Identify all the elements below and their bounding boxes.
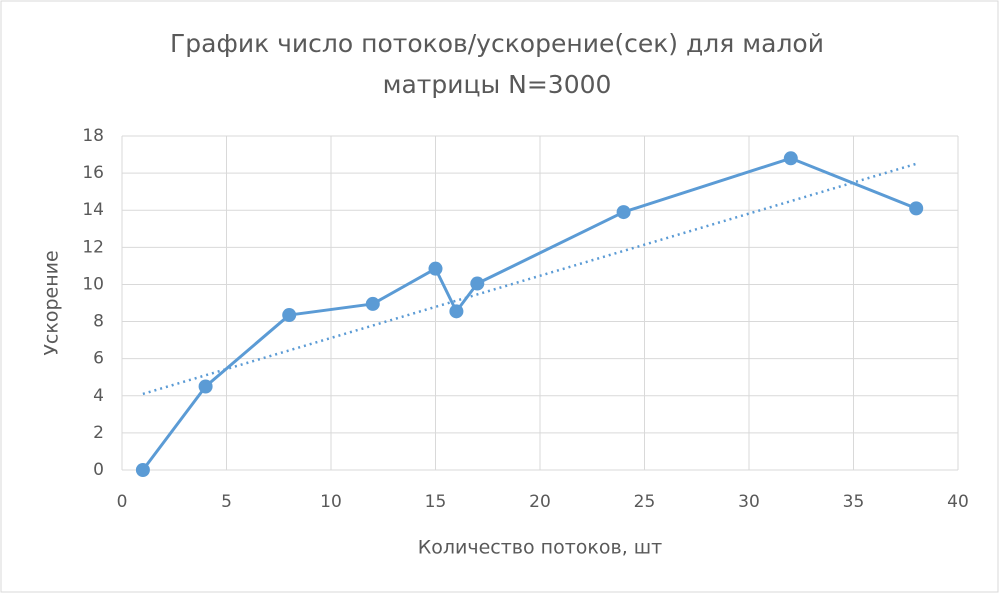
data-point — [616, 205, 631, 220]
y-tick-label: 16 — [82, 163, 104, 183]
x-axis-label: Количество потоков, шт — [418, 537, 662, 559]
y-tick-label: 12 — [82, 237, 104, 257]
chart-title: матрицы N=3000 — [383, 70, 612, 99]
data-point — [470, 276, 485, 291]
x-tick-label: 5 — [221, 492, 232, 512]
y-tick-label: 4 — [93, 386, 104, 406]
data-point — [909, 201, 924, 216]
y-tick-label: 6 — [93, 349, 104, 369]
y-tick-label: 18 — [82, 126, 104, 146]
x-tick-label: 25 — [634, 492, 656, 512]
y-tick-label: 14 — [82, 200, 104, 220]
x-tick-label: 30 — [738, 492, 760, 512]
series-line — [141, 156, 917, 471]
x-tick-label: 0 — [117, 492, 128, 512]
data-point — [449, 304, 464, 319]
data-point — [135, 463, 150, 477]
y-tick-label: 8 — [93, 312, 104, 332]
data-point — [282, 308, 297, 323]
x-tick-label: 40 — [947, 492, 969, 512]
x-tick-label: 10 — [320, 492, 342, 512]
y-tick-label: 2 — [93, 423, 104, 443]
y-tick-label: 10 — [82, 274, 104, 294]
y-tick-label: 0 — [93, 460, 104, 480]
x-tick-label: 15 — [425, 492, 447, 512]
y-axis-label: Ускорение — [41, 250, 63, 355]
x-tick-label: 35 — [843, 492, 865, 512]
trend-line — [142, 162, 917, 396]
x-tick-label: 20 — [529, 492, 551, 512]
data-point — [428, 261, 443, 276]
data-point — [198, 379, 213, 394]
data-point — [365, 296, 380, 311]
data-point — [783, 151, 798, 166]
chart-title: График число потоков/ускорение(сек) для … — [170, 29, 824, 58]
